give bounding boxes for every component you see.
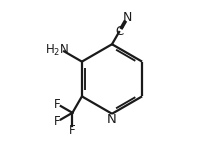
Text: C: C [115,25,123,38]
Text: H$_2$N: H$_2$N [45,43,69,58]
Text: F: F [69,124,76,137]
Text: N: N [123,11,132,24]
Text: F: F [54,115,60,128]
Text: N: N [107,113,117,126]
Text: F: F [54,97,60,111]
